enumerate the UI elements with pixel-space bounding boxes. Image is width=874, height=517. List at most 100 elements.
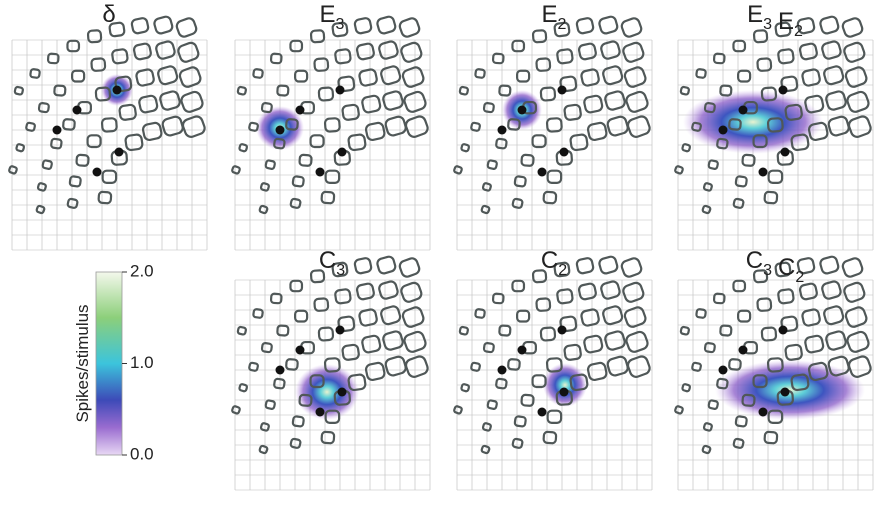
barrel bbox=[72, 71, 84, 82]
barrel bbox=[361, 95, 381, 113]
title-subscript: 3 bbox=[763, 16, 772, 33]
barrel bbox=[696, 69, 706, 78]
title-base: E bbox=[320, 1, 336, 28]
barrel bbox=[799, 43, 818, 60]
barrel bbox=[757, 58, 771, 71]
barrel bbox=[583, 335, 603, 353]
barrel bbox=[819, 256, 839, 275]
colorbar bbox=[96, 272, 122, 455]
barrel bbox=[354, 257, 372, 274]
barrel bbox=[682, 144, 690, 152]
barrel bbox=[459, 87, 468, 95]
panel bbox=[232, 16, 430, 250]
barrel bbox=[804, 335, 824, 353]
barrel bbox=[91, 58, 105, 71]
barrel bbox=[564, 104, 581, 120]
barrel bbox=[354, 17, 372, 34]
barrel bbox=[384, 355, 407, 376]
barrel bbox=[606, 115, 629, 136]
barrel bbox=[112, 49, 128, 64]
barrel bbox=[626, 355, 651, 379]
whisker-dot bbox=[560, 388, 569, 397]
title-subscript: 2 bbox=[558, 16, 567, 33]
barrel bbox=[398, 17, 420, 38]
barrel bbox=[496, 379, 507, 389]
barrel bbox=[762, 327, 777, 340]
barrel bbox=[161, 115, 184, 136]
barrel bbox=[606, 355, 629, 376]
title-base: C bbox=[319, 247, 336, 274]
whisker-dot bbox=[518, 106, 527, 115]
barrel bbox=[576, 17, 594, 34]
whisker-dot bbox=[276, 366, 285, 375]
whisker-dot bbox=[781, 148, 790, 157]
barrel bbox=[757, 298, 771, 311]
barrel bbox=[290, 198, 301, 208]
barrel bbox=[512, 438, 523, 448]
barrel bbox=[181, 115, 206, 139]
barrel bbox=[487, 400, 497, 409]
barrel bbox=[136, 69, 155, 87]
barrel bbox=[404, 115, 429, 139]
barrel bbox=[265, 160, 275, 169]
title-base: δ bbox=[102, 1, 115, 28]
barrel bbox=[682, 384, 690, 392]
barrel bbox=[581, 69, 600, 87]
whisker-dot bbox=[296, 106, 305, 115]
colorbar-tick-label: 0.0 bbox=[130, 444, 154, 463]
barrel bbox=[361, 335, 381, 353]
barrel bbox=[708, 160, 718, 169]
barrel bbox=[290, 281, 302, 291]
barrel bbox=[626, 115, 651, 139]
barrel bbox=[548, 411, 562, 423]
title-subscript: 3 bbox=[763, 262, 772, 279]
barrel bbox=[705, 343, 715, 353]
barrel bbox=[380, 65, 401, 85]
barrel bbox=[738, 71, 750, 82]
barrel bbox=[481, 205, 490, 213]
barrel bbox=[514, 416, 526, 427]
barrel bbox=[232, 166, 241, 174]
title-base: C bbox=[746, 247, 763, 274]
barrel bbox=[543, 432, 556, 444]
title-base: E bbox=[542, 1, 558, 28]
barrel bbox=[321, 432, 334, 444]
barrel bbox=[785, 344, 802, 360]
barrel bbox=[499, 85, 510, 95]
barrel bbox=[265, 400, 275, 409]
barrel bbox=[404, 355, 429, 379]
barrel bbox=[802, 309, 821, 327]
barrel bbox=[249, 122, 258, 131]
barrel bbox=[277, 325, 288, 335]
barrel bbox=[290, 41, 302, 51]
barrel bbox=[475, 309, 485, 318]
barrel bbox=[819, 16, 839, 35]
barrel bbox=[314, 58, 328, 71]
barrel bbox=[133, 43, 152, 60]
barrel bbox=[461, 384, 469, 392]
barrel bbox=[622, 41, 645, 63]
barrel bbox=[376, 256, 396, 275]
barrel bbox=[570, 134, 588, 151]
whisker-dot bbox=[759, 168, 768, 177]
barrel bbox=[548, 171, 562, 183]
barrel bbox=[321, 192, 334, 204]
barrel bbox=[702, 445, 711, 453]
whisker-dot bbox=[53, 126, 62, 135]
barrel bbox=[400, 41, 423, 63]
barrel bbox=[802, 69, 821, 87]
barrel bbox=[253, 309, 263, 318]
barrel bbox=[177, 41, 200, 63]
barrel bbox=[720, 325, 731, 335]
whisker-dot bbox=[316, 408, 325, 417]
barrel bbox=[602, 305, 623, 325]
panel bbox=[454, 256, 652, 490]
whisker-dot bbox=[558, 326, 567, 335]
barrel bbox=[253, 69, 263, 78]
barrel bbox=[578, 43, 597, 60]
barrel bbox=[376, 16, 396, 35]
barrel bbox=[98, 192, 111, 204]
title-subscript: 3 bbox=[336, 262, 345, 279]
barrel bbox=[454, 166, 463, 174]
panel bbox=[675, 256, 873, 490]
